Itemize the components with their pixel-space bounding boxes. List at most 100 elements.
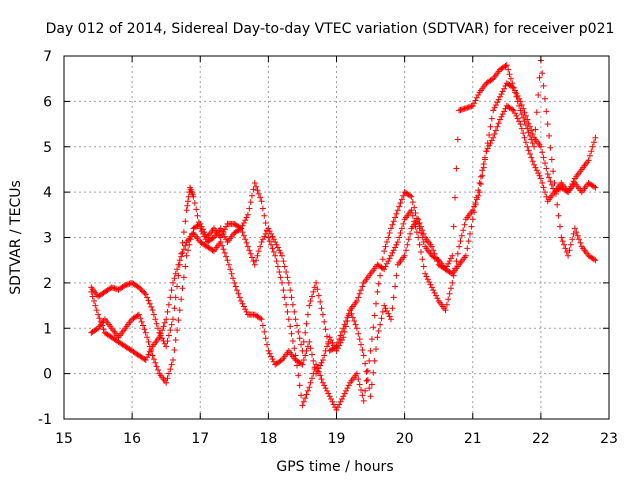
data-point: [138, 318, 145, 325]
data-point: [390, 294, 397, 301]
data-point: [223, 236, 230, 243]
data-point: [171, 305, 178, 312]
data-point: [318, 376, 325, 383]
data-point: [488, 76, 495, 83]
data-point: [247, 250, 254, 257]
y-tick-label: 6: [43, 94, 52, 110]
data-point: [326, 334, 333, 341]
data-point: [283, 301, 290, 308]
data-point: [217, 225, 224, 232]
data-point: [183, 207, 190, 214]
data-point: [178, 253, 185, 260]
data-point: [388, 316, 394, 323]
data-point: [510, 107, 517, 114]
data-point: [522, 122, 529, 128]
data-point: [518, 125, 525, 132]
data-point: [246, 205, 253, 212]
data-point: [280, 287, 287, 294]
data-point: [491, 104, 498, 111]
data-point: [507, 75, 514, 82]
data-point: [514, 98, 521, 105]
data-point: [179, 239, 186, 246]
data-point: [521, 134, 528, 141]
data-point: [330, 401, 337, 408]
data-point: [383, 239, 390, 245]
data-point: [255, 190, 262, 197]
data-point: [544, 121, 551, 128]
data-point: [259, 322, 266, 329]
data-point: [254, 252, 261, 259]
data-point: [89, 293, 96, 300]
data-point: [170, 357, 176, 363]
data-point: [392, 214, 399, 221]
data-point: [449, 252, 456, 259]
data-point: [382, 305, 389, 312]
data-point: [546, 132, 553, 139]
data-point: [289, 301, 296, 308]
data-point: [180, 274, 187, 281]
data-point: [153, 320, 160, 327]
data-point: [298, 341, 305, 348]
data-point: [521, 118, 528, 125]
data-point: [503, 62, 510, 69]
data-point: [180, 229, 187, 236]
data-point: [420, 239, 427, 245]
data-point: [351, 318, 358, 324]
data-point: [547, 144, 554, 151]
data-point: [309, 351, 315, 358]
data-point: [299, 402, 306, 409]
data-point: [99, 322, 106, 329]
data-point: [152, 316, 159, 323]
data-point: [488, 137, 495, 144]
data-point: [242, 306, 249, 313]
data-point: [419, 256, 426, 263]
data-point: [543, 193, 550, 200]
data-point: [223, 223, 230, 230]
data-point: [416, 241, 423, 248]
data-point: [142, 329, 149, 336]
data-point: [381, 248, 388, 255]
data-point: [268, 241, 275, 248]
data-point: [269, 245, 276, 252]
data-point: [265, 234, 272, 241]
data-point: [244, 243, 251, 250]
data-point: [140, 288, 146, 295]
data-point: [270, 236, 277, 243]
data-point: [356, 336, 363, 343]
data-point: [446, 258, 453, 265]
data-point: [172, 294, 179, 301]
data-point: [389, 305, 396, 312]
data-point: [561, 241, 567, 248]
data-point: [142, 291, 149, 298]
data-point: [363, 368, 370, 375]
data-point: [269, 233, 276, 240]
data-point: [362, 360, 369, 367]
data-point: [446, 290, 453, 297]
data-point: [145, 297, 152, 304]
data-point: [462, 252, 469, 259]
data-point: [155, 325, 161, 332]
data-point: [393, 210, 400, 217]
data-point: [533, 167, 540, 174]
data-point: [273, 241, 280, 248]
data-point: [221, 226, 228, 233]
data-point: [137, 285, 144, 292]
data-point: [473, 196, 480, 203]
data-point: [304, 311, 311, 318]
data-point: [525, 129, 532, 136]
data-point: [281, 263, 288, 270]
data-point: [447, 269, 454, 276]
data-point: [336, 342, 343, 349]
data-point: [506, 71, 513, 78]
data-point: [358, 341, 364, 348]
data-point: [253, 183, 260, 190]
data-point: [257, 243, 264, 250]
data-point: [418, 249, 424, 255]
data-point: [264, 341, 270, 348]
data-point: [321, 318, 328, 325]
data-point: [407, 192, 414, 199]
data-point: [554, 201, 561, 208]
data-point: [171, 275, 178, 282]
data-point: [355, 330, 362, 337]
data-point: [159, 335, 166, 342]
